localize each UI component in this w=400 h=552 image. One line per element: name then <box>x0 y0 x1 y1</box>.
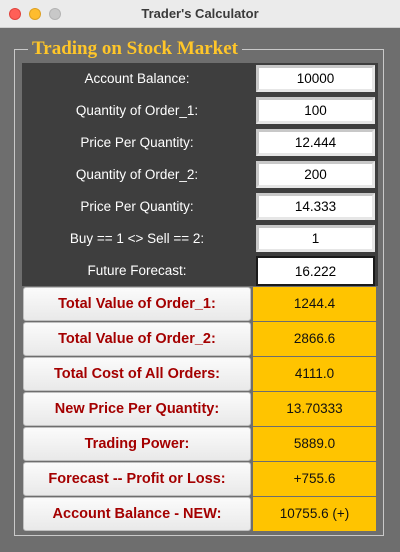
zoom-window-button[interactable] <box>49 8 61 20</box>
total-value-order1-button[interactable]: Total Value of Order_1: <box>23 287 251 321</box>
title-bar: Trader's Calculator <box>0 0 400 28</box>
quantity-order2-label: Quantity of Order_2: <box>75 167 199 182</box>
price-per-quantity2-input[interactable] <box>256 193 375 220</box>
total-cost-result: 4111.0 <box>253 357 376 391</box>
forecast-profit-loss-button[interactable]: Forecast -- Profit or Loss: <box>23 462 251 496</box>
window-title: Trader's Calculator <box>141 6 259 21</box>
future-forecast-label: Future Forecast: <box>87 263 187 278</box>
trading-power-result: 5889.0 <box>253 427 376 461</box>
account-balance-label: Account Balance: <box>84 71 190 86</box>
trading-power-button[interactable]: Trading Power: <box>23 427 251 461</box>
account-balance-new-result: 10755.6 (+) <box>253 497 376 531</box>
new-price-per-quantity-result: 13.70333 <box>253 392 376 426</box>
account-balance-input[interactable] <box>256 65 375 92</box>
forecast-profit-loss-result: +755.6 <box>253 462 376 496</box>
minimize-window-button[interactable] <box>29 8 41 20</box>
buy-sell-label: Buy == 1 <> Sell == 2: <box>69 231 205 246</box>
total-value-order2-result: 2866.6 <box>253 322 376 356</box>
quantity-order1-label: Quantity of Order_1: <box>75 103 199 118</box>
price-per-quantity1-label: Price Per Quantity: <box>80 135 194 150</box>
total-value-order1-result: 1244.4 <box>253 287 376 321</box>
frame-title: Trading on Stock Market <box>28 38 243 60</box>
new-price-per-quantity-button[interactable]: New Price Per Quantity: <box>23 392 251 426</box>
total-cost-button[interactable]: Total Cost of All Orders: <box>23 357 251 391</box>
price-per-quantity2-label: Price Per Quantity: <box>80 199 194 214</box>
close-window-button[interactable] <box>9 8 21 20</box>
price-per-quantity1-input[interactable] <box>256 129 375 156</box>
quantity-order1-input[interactable] <box>256 97 375 124</box>
buy-sell-input[interactable] <box>256 225 375 252</box>
quantity-order2-input[interactable] <box>256 161 375 188</box>
future-forecast-input[interactable] <box>256 256 375 286</box>
total-value-order2-button[interactable]: Total Value of Order_2: <box>23 322 251 356</box>
account-balance-new-button[interactable]: Account Balance - NEW: <box>23 497 251 531</box>
